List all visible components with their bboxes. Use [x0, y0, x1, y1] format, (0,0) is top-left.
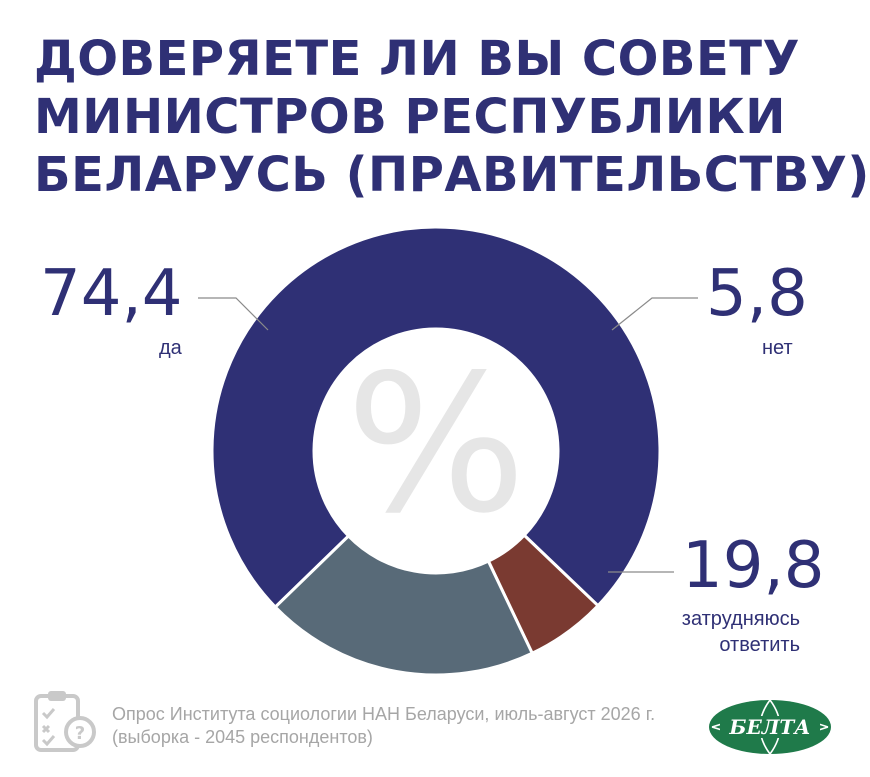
- percent-symbol: %: [346, 334, 527, 555]
- footer-note: Опрос Института социологии НАН Беларуси,…: [112, 703, 692, 749]
- category-label-undecided: затрудняюсь ответить: [682, 606, 800, 658]
- value-label-da: 74,4: [40, 257, 183, 331]
- leader-lines: [198, 297, 698, 573]
- value-label-undecided: 19,8: [682, 529, 825, 603]
- title-line-2: МИНИСТРОВ РЕСПУБЛИКИ: [34, 89, 786, 145]
- leader-line-net: [611, 297, 698, 331]
- svg-text:?: ?: [75, 723, 85, 744]
- value-label-net: 5,8: [706, 257, 808, 331]
- category-label-net: нет: [762, 337, 793, 359]
- slice-undecided: [273, 533, 535, 677]
- category-label-da: да: [159, 337, 182, 359]
- belta-logo: БЕЛТА: [709, 699, 831, 755]
- chart-title: ДОВЕРЯЕТЕ ЛИ ВЫ СОВЕТУ МИНИСТРОВ РЕСПУБЛ…: [34, 30, 870, 204]
- title-line-1: ДОВЕРЯЕТЕ ЛИ ВЫ СОВЕТУ: [34, 31, 801, 87]
- footer-line-1: Опрос Института социологии НАН Беларуси,…: [112, 704, 656, 724]
- title-line-3: БЕЛАРУСЬ (ПРАВИТЕЛЬСТВУ)?: [34, 147, 870, 203]
- category-label-undecided-line-1: затрудняюсь: [681, 608, 800, 630]
- donut-slices: [210, 225, 662, 677]
- svg-text:БЕЛТА: БЕЛТА: [728, 715, 810, 739]
- leader-line-da: [198, 297, 269, 331]
- footer-line-2: (выборка - 2045 респондентов): [112, 727, 373, 747]
- clipboard-question-icon: ?: [34, 691, 96, 752]
- slice-da: [210, 225, 662, 610]
- category-label-undecided-line-2: ответить: [719, 634, 800, 656]
